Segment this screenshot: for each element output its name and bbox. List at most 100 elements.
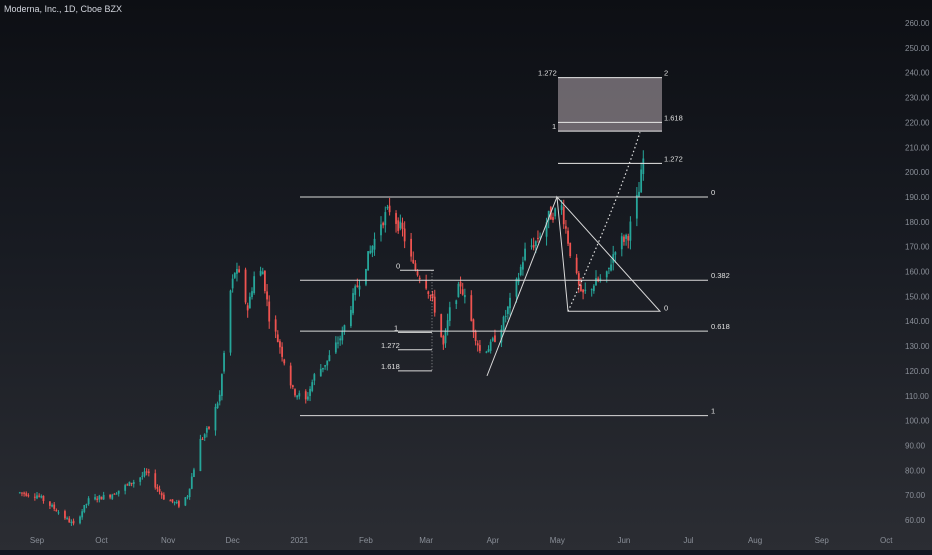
- candle-body: [577, 273, 580, 285]
- candle-body: [238, 269, 240, 273]
- candle-body: [128, 481, 131, 486]
- candle-body: [524, 248, 526, 261]
- candle-body: [562, 207, 565, 225]
- candle-body: [384, 212, 387, 226]
- candle-body: [537, 237, 539, 239]
- projection-box: [558, 77, 662, 132]
- candle-body: [427, 291, 430, 294]
- projection-label: 1.618: [664, 113, 683, 122]
- candle-body: [567, 230, 569, 244]
- candle-body: [208, 426, 210, 429]
- candle-body: [504, 315, 507, 317]
- candle-body: [350, 309, 352, 327]
- y-tick-label: 120.00: [905, 367, 930, 376]
- candle-body: [635, 194, 638, 219]
- candle-body: [199, 438, 202, 472]
- candle-body: [502, 316, 505, 330]
- candle-body: [584, 289, 587, 292]
- candle-body: [289, 365, 292, 386]
- candle-body: [18, 492, 21, 494]
- candle-body: [410, 238, 412, 257]
- candle-body: [605, 271, 608, 278]
- candle-body: [266, 291, 268, 300]
- candle-body: [433, 296, 436, 313]
- x-tick-label: May: [550, 536, 565, 545]
- y-tick-label: 170.00: [905, 243, 930, 252]
- candle-body: [113, 493, 116, 495]
- candle-body: [115, 493, 118, 495]
- candle-body: [627, 236, 630, 241]
- candle-body: [429, 295, 432, 297]
- candle-body: [461, 289, 464, 295]
- candle-body: [85, 503, 88, 505]
- x-tick-label: Jul: [683, 536, 693, 545]
- candle-body: [620, 236, 623, 250]
- candle-body: [455, 300, 458, 305]
- candle-body: [395, 213, 397, 224]
- candle-body: [42, 495, 45, 501]
- candle-body: [565, 226, 567, 229]
- y-tick-label: 210.00: [905, 143, 930, 152]
- candle-body: [231, 278, 234, 289]
- candle-body: [418, 277, 421, 280]
- fib-ext-label: 1: [394, 323, 398, 332]
- y-tick-label: 180.00: [905, 218, 930, 227]
- candle-body: [367, 251, 369, 271]
- trend-line: [486, 196, 558, 377]
- candle-body: [248, 296, 251, 309]
- candle-body: [382, 222, 385, 226]
- x-tick-label: 2021: [290, 536, 308, 545]
- candle-body: [337, 342, 339, 344]
- candle-body: [244, 269, 247, 303]
- candle-body: [51, 504, 53, 507]
- candle-body: [552, 217, 554, 221]
- candle-body: [126, 484, 129, 486]
- candle-body: [515, 278, 518, 297]
- candle-body: [425, 280, 428, 289]
- candle-body: [539, 236, 541, 238]
- candle-body: [173, 502, 176, 504]
- projection-label: 1.272: [664, 154, 683, 163]
- candle-body: [324, 365, 326, 367]
- candle-body: [233, 272, 236, 278]
- candle-body: [229, 290, 232, 353]
- candle-body: [612, 254, 615, 263]
- x-tick-label: Aug: [748, 536, 762, 545]
- candle-body: [328, 355, 331, 361]
- y-tick-label: 160.00: [905, 268, 930, 277]
- candle-body: [36, 495, 38, 499]
- candle-body: [448, 307, 451, 321]
- candle-body: [70, 521, 73, 524]
- candle-body: [414, 263, 417, 271]
- projection-label: 2: [664, 69, 668, 78]
- candle-body: [253, 276, 256, 293]
- y-tick-label: 260.00: [905, 19, 930, 28]
- candle-body: [40, 495, 43, 498]
- y-tick-label: 90.00: [905, 441, 926, 450]
- candle-body: [160, 493, 163, 496]
- y-tick-label: 250.00: [905, 44, 930, 53]
- candle-body: [53, 504, 56, 509]
- fib-ext-label: 1.618: [381, 362, 400, 371]
- candle-body: [590, 289, 593, 291]
- candle-body: [399, 221, 402, 229]
- candle-body: [291, 385, 294, 388]
- candle-body: [264, 270, 266, 292]
- candle-body: [147, 471, 150, 474]
- candle-body: [268, 301, 271, 322]
- candle-body: [446, 320, 449, 331]
- candle-body: [201, 438, 204, 440]
- y-tick-label: 220.00: [905, 118, 930, 127]
- y-tick-label: 200.00: [905, 168, 930, 177]
- candle-body: [23, 492, 25, 494]
- x-tick-label: Sep: [30, 536, 45, 545]
- candle-body: [276, 334, 279, 342]
- y-tick-label: 130.00: [905, 342, 930, 351]
- candle-body: [216, 403, 219, 408]
- candle-body: [625, 234, 627, 239]
- candle-body: [193, 469, 195, 477]
- candle-body: [373, 238, 376, 250]
- y-tick-label: 150.00: [905, 292, 930, 301]
- triangle-label: 0: [664, 303, 668, 312]
